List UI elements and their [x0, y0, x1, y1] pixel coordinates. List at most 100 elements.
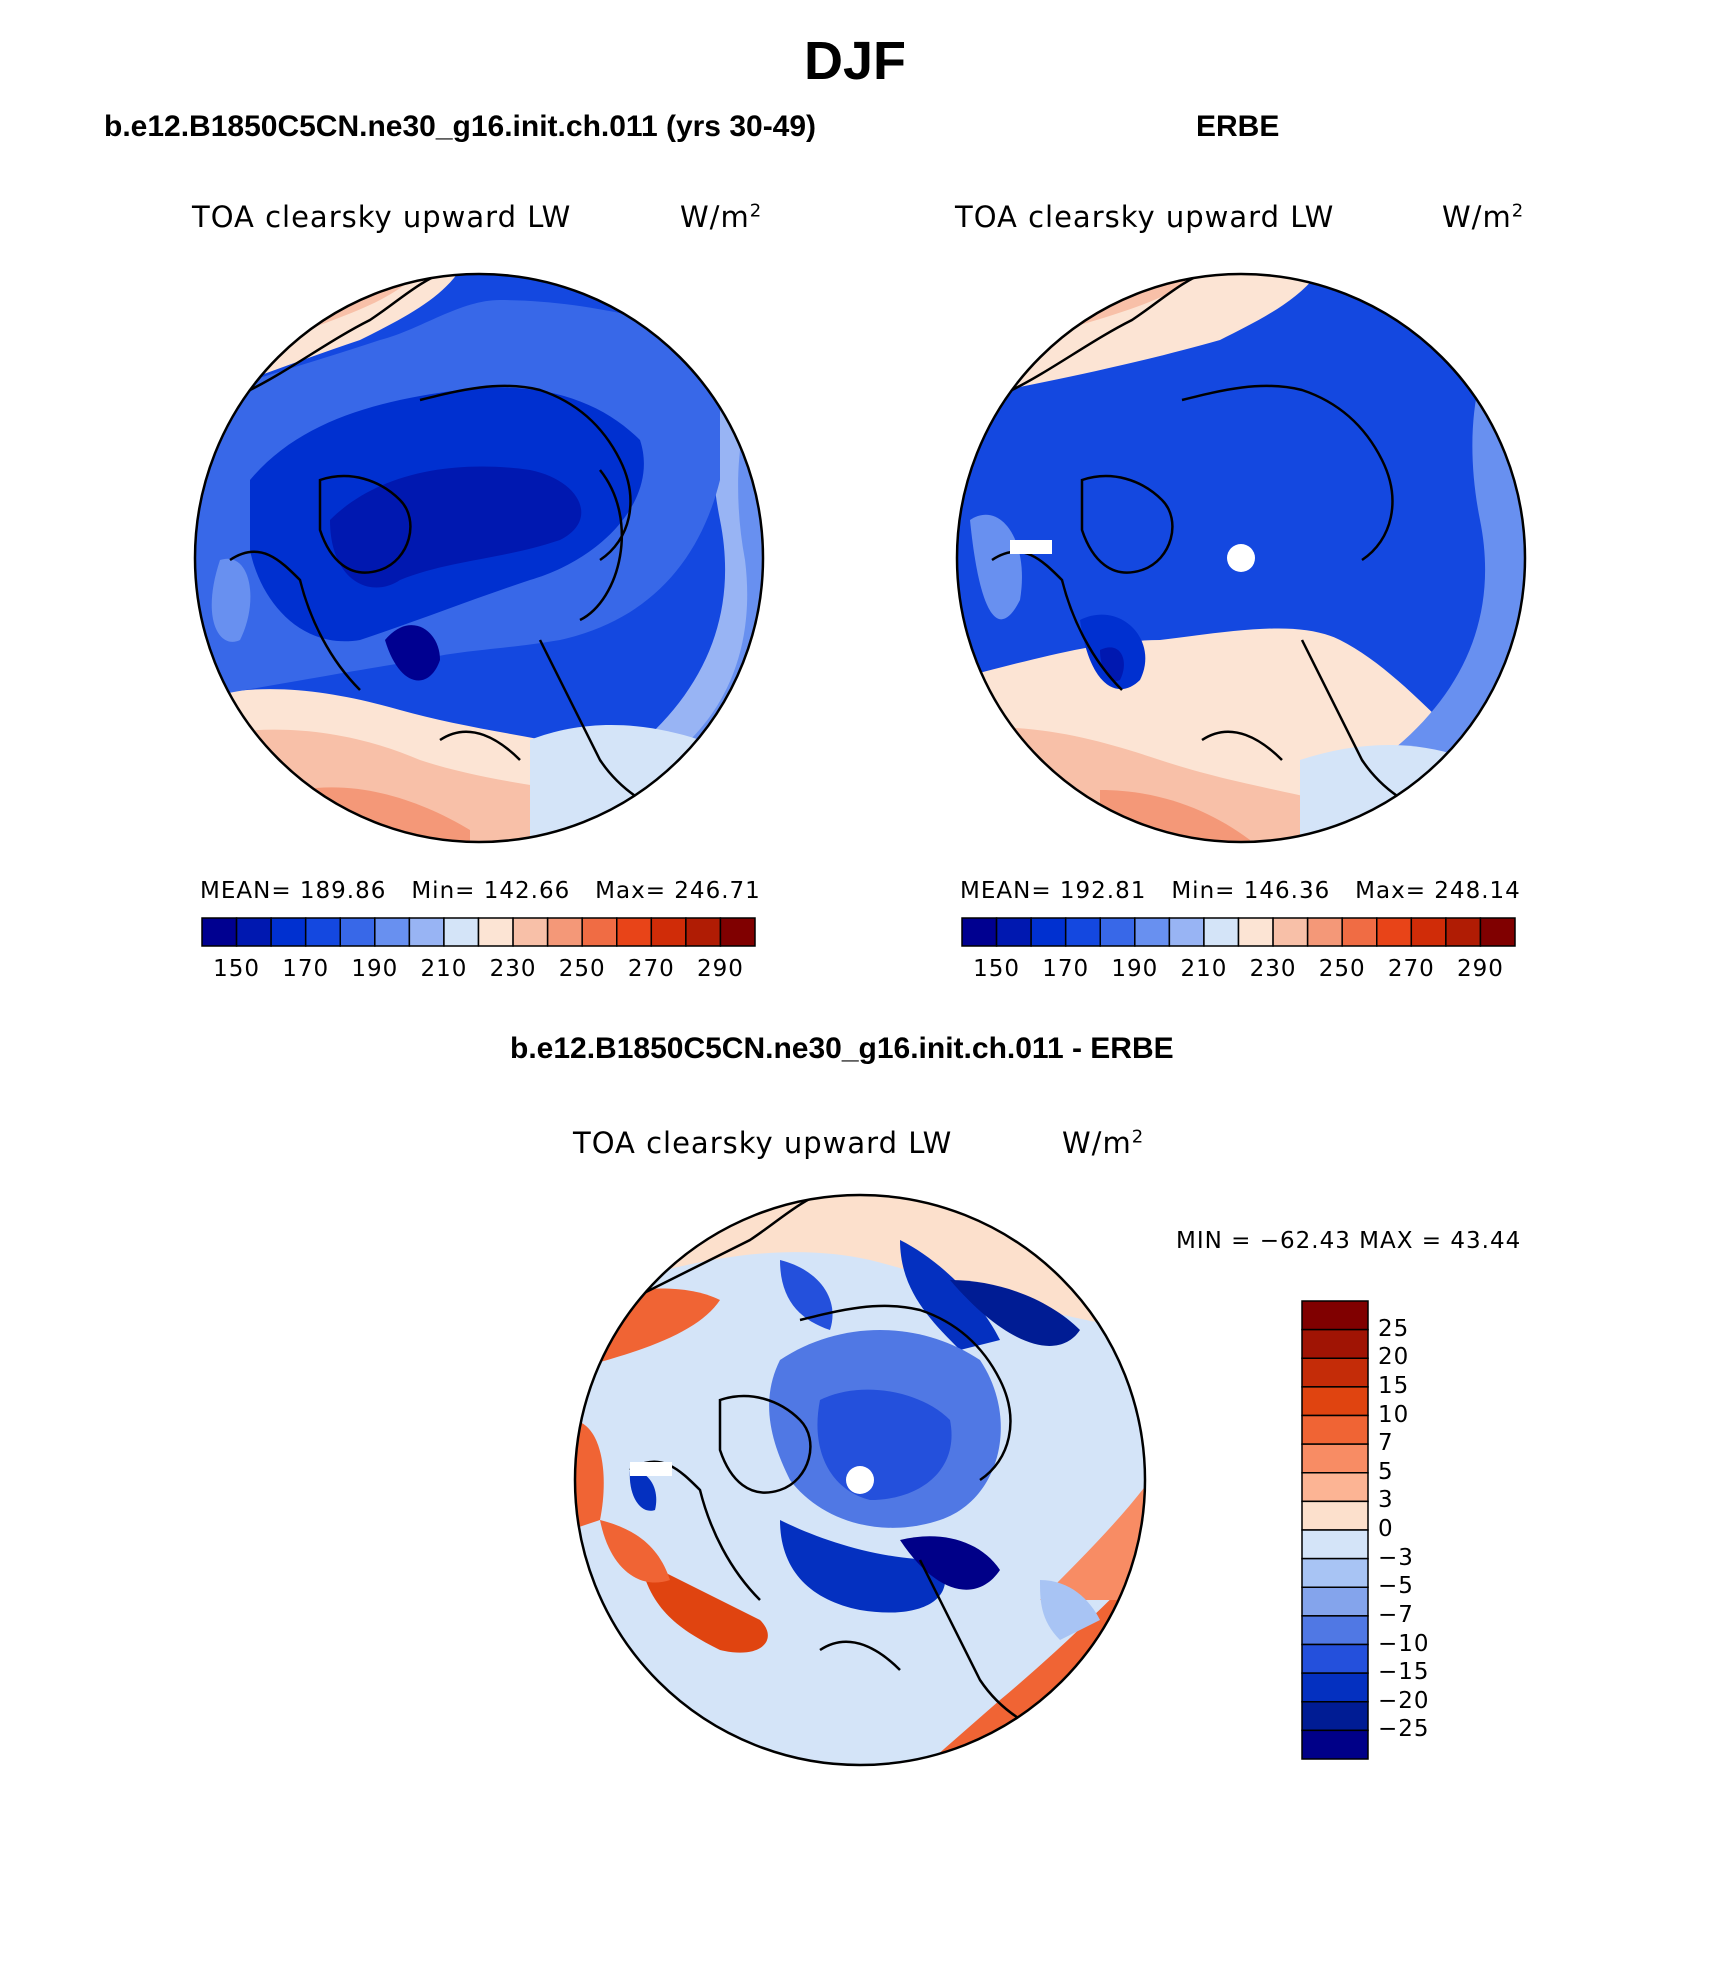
model-max-value: 246.71: [674, 878, 761, 904]
diff-stats: MIN = −62.43 MAX = 43.44: [1176, 1228, 1522, 1254]
diff-panel-title: b.e12.B1850C5CN.ne30_g16.init.ch.011 - E…: [510, 1032, 1174, 1065]
obs-colorbar-box: [1203, 917, 1240, 947]
diff-colorbar-tick-label: 5: [1378, 1458, 1394, 1485]
diff-colorbar-tick-label: −25: [1378, 1716, 1430, 1743]
obs-colorbar-box: [1030, 917, 1067, 947]
obs-colorbar-box: [1272, 917, 1309, 947]
obs-units-label: W/m2: [1442, 200, 1525, 234]
model-colorbar-tick-label: 270: [627, 956, 675, 982]
diff-colorbar-box: [1301, 1557, 1369, 1588]
model-colorbar-tick-label: 290: [696, 956, 744, 982]
obs-colorbar-tick-label: 270: [1387, 956, 1435, 982]
model-colorbar-tick-label: 150: [213, 956, 261, 982]
obs-variable-label: TOA clearsky upward LW: [955, 200, 1335, 234]
model-mean-value: 189.86: [299, 878, 387, 904]
obs-colorbar-box: [1376, 917, 1413, 947]
diff-colorbar-tick-label: −10: [1378, 1630, 1430, 1657]
model-panel-title: b.e12.B1850C5CN.ne30_g16.init.ch.011 (yr…: [104, 110, 817, 143]
obs-max-value: 248.14: [1434, 878, 1521, 904]
diff-colorbar-box: [1301, 1729, 1369, 1760]
model-colorbar-box: [581, 917, 618, 947]
diff-colorbar-box: [1301, 1672, 1369, 1703]
model-variable-label: TOA clearsky upward LW: [192, 200, 572, 234]
diff-colorbar-box: [1301, 1586, 1369, 1617]
diff-variable-label: TOA clearsky upward LW: [573, 1126, 953, 1160]
obs-colorbar-box: [1064, 917, 1101, 947]
obs-colorbar-box: [1168, 917, 1205, 947]
diff-colorbar-box: [1301, 1328, 1369, 1359]
obs-colorbar-box: [1410, 917, 1447, 947]
obs-colorbar-box: [1134, 917, 1171, 947]
model-colorbar-box: [339, 917, 376, 947]
model-map-border: [193, 272, 765, 844]
obs-colorbar-box: [1237, 917, 1274, 947]
model-colorbar-tick-label: 210: [420, 956, 468, 982]
obs-colorbar-tick-label: 190: [1111, 956, 1159, 982]
diff-colorbar-tick-label: −5: [1378, 1573, 1414, 1600]
diff-colorbar-tick-label: 3: [1378, 1487, 1394, 1514]
diff-colorbar-box: [1301, 1701, 1369, 1732]
main-title: DJF: [803, 31, 906, 91]
obs-min-value: 146.36: [1243, 878, 1331, 904]
obs-stats: MEAN= 192.81 Min= 146.36 Max= 248.14: [960, 878, 1521, 904]
diff-polar-map: [573, 1193, 1147, 1767]
obs-colorbar-tick-label: 150: [973, 956, 1021, 982]
model-polar-map: [193, 272, 765, 844]
model-colorbar-tick-label: 170: [282, 956, 330, 982]
obs-colorbar: [961, 917, 1516, 947]
obs-missing-patch: [1010, 540, 1052, 554]
diff-colorbar-tick-label: 15: [1378, 1372, 1410, 1399]
model-units-label: W/m2: [680, 200, 763, 234]
model-colorbar-box: [304, 917, 341, 947]
diff-colorbar-tick-label: 7: [1378, 1430, 1394, 1457]
diff-colorbar-box: [1301, 1300, 1369, 1331]
model-colorbar-box: [408, 917, 445, 947]
diff-missing-pole: [846, 1466, 874, 1494]
diff-colorbar-box: [1301, 1443, 1369, 1474]
model-colorbar-box: [685, 917, 722, 947]
obs-colorbar-box: [995, 917, 1032, 947]
model-colorbar-box: [477, 917, 514, 947]
diff-colorbar-box: [1301, 1500, 1369, 1531]
diff-colorbar: [1301, 1300, 1369, 1760]
diff-colorbar-box: [1301, 1386, 1369, 1417]
model-colorbar-tick-label: 190: [351, 956, 399, 982]
diff-colorbar-tick-label: −3: [1378, 1544, 1414, 1571]
obs-mean-value: 192.81: [1059, 878, 1147, 904]
obs-colorbar-tick-label: 210: [1180, 956, 1228, 982]
model-colorbar-box: [235, 917, 272, 947]
diff-colorbar-box: [1301, 1643, 1369, 1674]
diff-colorbar-tick-label: 25: [1378, 1315, 1410, 1342]
obs-colorbar-box: [1306, 917, 1343, 947]
model-colorbar-box: [616, 917, 653, 947]
obs-colorbar-box: [961, 917, 998, 947]
model-colorbar-box: [443, 917, 480, 947]
model-colorbar-box: [201, 917, 238, 947]
model-colorbar-box: [546, 917, 583, 947]
diff-units-label: W/m2: [1062, 1126, 1145, 1160]
obs-map-border: [955, 272, 1527, 844]
obs-panel-title: ERBE: [1196, 110, 1280, 143]
diff-missing-patch: [630, 1462, 672, 1476]
obs-colorbar-box: [1479, 917, 1516, 947]
obs-colorbar-box: [1445, 917, 1482, 947]
diff-colorbar-tick-label: −15: [1378, 1659, 1430, 1686]
model-colorbar-box: [512, 917, 549, 947]
diff-colorbar-tick-label: −7: [1378, 1601, 1414, 1628]
obs-colorbar-tick-label: 170: [1042, 956, 1090, 982]
model-colorbar-box: [719, 917, 756, 947]
diff-colorbar-box: [1301, 1414, 1369, 1445]
diff-colorbar-box: [1301, 1472, 1369, 1503]
model-min-value: 142.66: [483, 878, 571, 904]
obs-missing-pole: [1227, 544, 1255, 572]
obs-colorbar-tick-label: 250: [1318, 956, 1366, 982]
diff-colorbar-tick-label: 0: [1378, 1516, 1394, 1542]
diff-colorbar-box: [1301, 1529, 1369, 1560]
obs-colorbar-tick-label: 290: [1456, 956, 1504, 982]
diff-colorbar-tick-label: −20: [1378, 1687, 1430, 1714]
diff-colorbar-box: [1301, 1615, 1369, 1646]
diff-colorbar-box: [1301, 1357, 1369, 1388]
diff-colorbar-tick-label: 10: [1378, 1401, 1410, 1428]
model-colorbar-tick-label: 230: [489, 956, 537, 982]
